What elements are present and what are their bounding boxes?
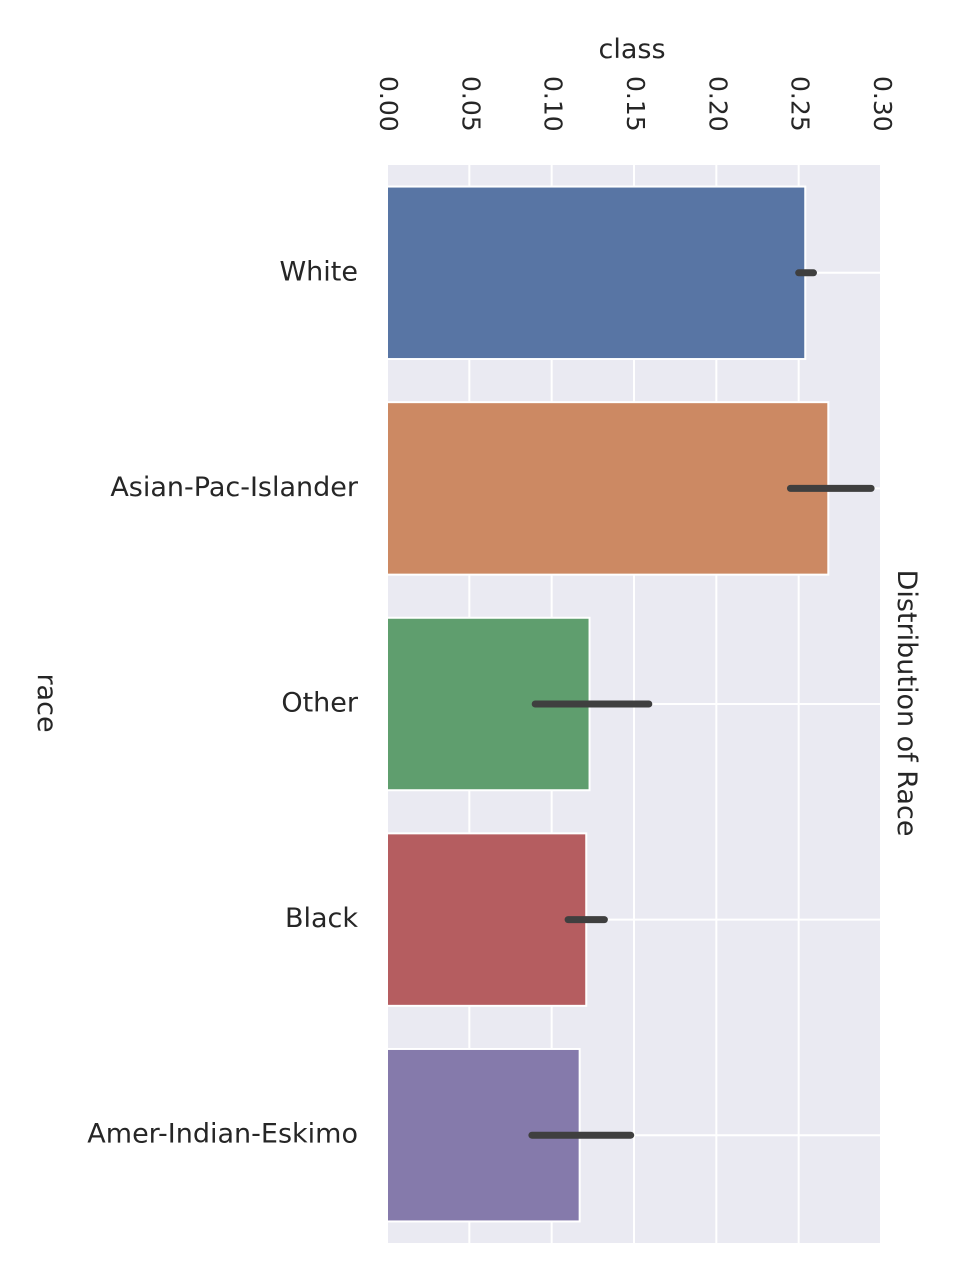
x-tick-label: 0.00 [374, 76, 403, 132]
x-tick-label: 0.10 [539, 76, 568, 132]
category-label: White [279, 256, 358, 287]
bar-black [386, 832, 588, 1007]
x-axis-ticks: 0.00 0.05 0.10 0.15 0.20 0.25 0.30 [374, 76, 897, 132]
bar-asian-pac-islander [386, 401, 830, 576]
category-label: Black [285, 903, 358, 934]
x-tick-label: 0.15 [621, 76, 650, 132]
category-label: Amer-Indian-Eskimo [87, 1119, 358, 1150]
x-axis-label: class [598, 34, 665, 65]
category-label: Other [281, 688, 359, 719]
y-axis-ticks: White Asian-Pac-Islander Other Black Amer-In… [87, 256, 359, 1149]
y-axis-label: race [31, 673, 62, 732]
x-tick-label: 0.05 [456, 76, 485, 132]
x-tick-label: 0.25 [786, 76, 815, 132]
error-bars [528, 269, 875, 1139]
x-tick-label: 0.30 [868, 76, 897, 132]
x-tick-label: 0.20 [703, 76, 732, 132]
chart-title: Distribution of Race [891, 570, 922, 837]
bar-white [386, 185, 807, 361]
category-label: Asian-Pac-Islander [110, 472, 359, 503]
